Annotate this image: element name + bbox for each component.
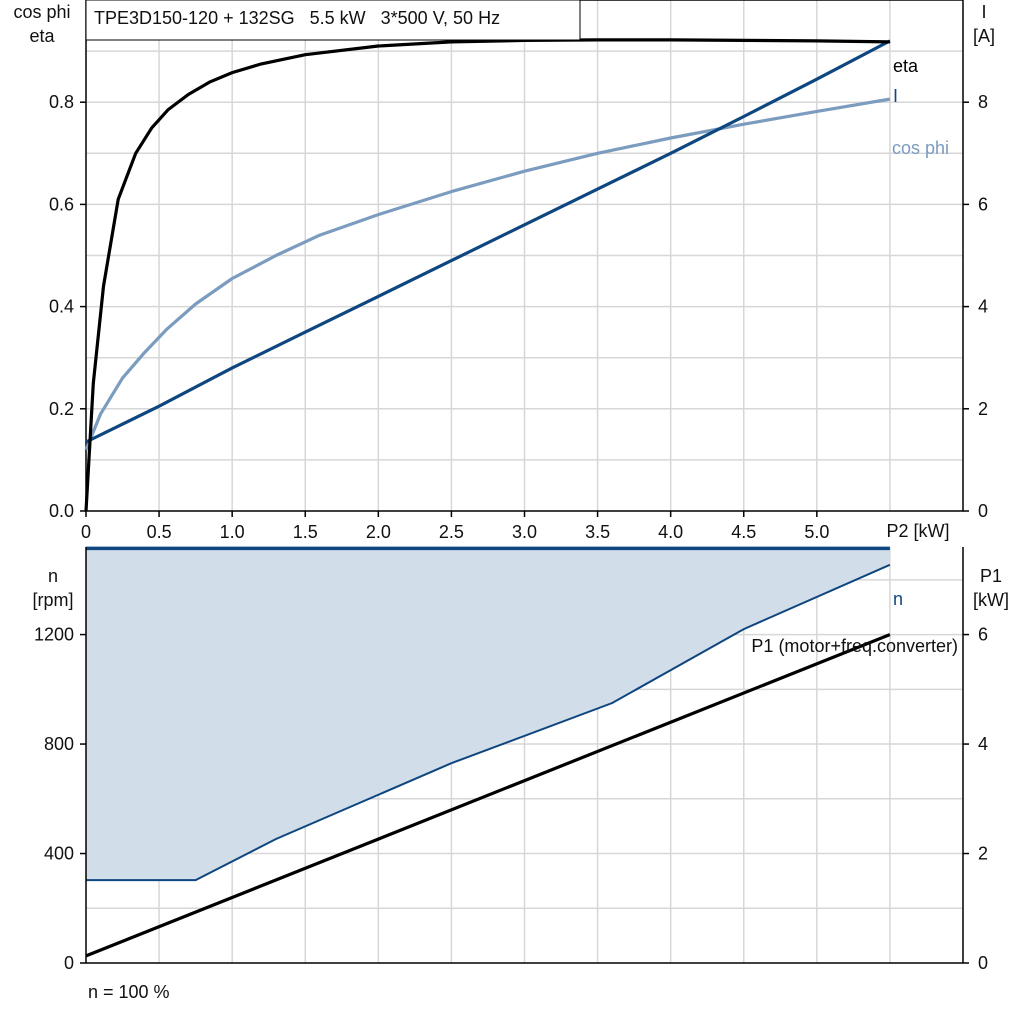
series-line-eta xyxy=(84,38,890,512)
y-left-tick-label: 0.0 xyxy=(49,501,74,521)
y-right-tick-label: 8 xyxy=(978,92,988,112)
top-y-right-label-1: I xyxy=(981,2,986,22)
series-line-i xyxy=(85,39,891,444)
x-tick-label: 2.0 xyxy=(366,522,391,542)
x-tick-label: 5.0 xyxy=(804,522,829,542)
bottom-y-left-label-1: n xyxy=(48,566,58,586)
y-right-tick-label: 6 xyxy=(978,194,988,214)
top-y-left-label-1: cos phi xyxy=(13,2,70,22)
chart-title: TPE3D150-120 + 132SG 5.5 kW 3*500 V, 50 … xyxy=(94,8,500,28)
series-line-p1 xyxy=(85,633,891,958)
x-tick-label: 1.5 xyxy=(293,522,318,542)
x-tick-label: 3.5 xyxy=(585,522,610,542)
bottom-y-right-label-2: [kW] xyxy=(973,590,1009,610)
title-box xyxy=(85,0,581,41)
y-right-tick-label: 4 xyxy=(978,734,988,754)
y-left-tick-label: 400 xyxy=(44,844,74,864)
bottom-y-left-label-2: [rpm] xyxy=(32,590,73,610)
y-left-tick-label: 0.4 xyxy=(49,297,74,317)
x-tick-label: 2.5 xyxy=(439,522,464,542)
y-right-tick-label: 6 xyxy=(978,625,988,645)
y-left-tick-label: 800 xyxy=(44,734,74,754)
x-tick-label: 0.5 xyxy=(147,522,172,542)
series-label-eta: eta xyxy=(893,56,919,76)
footnote: n = 100 % xyxy=(88,982,170,1002)
bottom-panel: 0 400 800 1200 0 2 4 6 xyxy=(34,546,988,973)
series-label-i: I xyxy=(893,86,898,106)
y-left-tick-label: 0 xyxy=(64,953,74,973)
top-y-left-label-2: eta xyxy=(29,26,55,46)
y-right-tick-label: 2 xyxy=(978,844,988,864)
top-x-label: P2 [kW] xyxy=(886,521,949,541)
y-left-tick-label: 0.8 xyxy=(49,92,74,112)
x-tick-label: 4.5 xyxy=(731,522,756,542)
series-label-n: n xyxy=(893,589,903,609)
y-left-tick-label: 1200 xyxy=(34,625,74,645)
series-label-p1: P1 (motor+freq.converter) xyxy=(751,636,958,656)
x-tick-label: 4.0 xyxy=(658,522,683,542)
speed-band-lower-line xyxy=(86,563,891,882)
series-label-cos-phi: cos phi xyxy=(892,138,949,158)
series-line-cos-phi xyxy=(84,97,891,451)
x-tick-label: 1.0 xyxy=(220,522,245,542)
y-right-tick-label: 2 xyxy=(978,399,988,419)
y-right-tick-label: 4 xyxy=(978,297,988,317)
y-left-tick-label: 0.6 xyxy=(49,194,74,214)
x-tick-label: 0 xyxy=(81,522,91,542)
speed-band-area xyxy=(86,548,890,881)
y-left-tick-label: 0.2 xyxy=(49,399,74,419)
bottom-y-right-label-1: P1 xyxy=(980,566,1002,586)
top-panel: 0.0 0.2 0.4 0.6 0.8 0 2 4 6 8 0 0.5 1.0 1.5 2.0 2.5 3.0 3… xyxy=(49,0,988,542)
y-right-tick-label: 0 xyxy=(978,501,988,521)
y-right-tick-label: 0 xyxy=(978,953,988,973)
x-tick-label: 3.0 xyxy=(512,522,537,542)
top-y-right-label-2: [A] xyxy=(973,26,995,46)
